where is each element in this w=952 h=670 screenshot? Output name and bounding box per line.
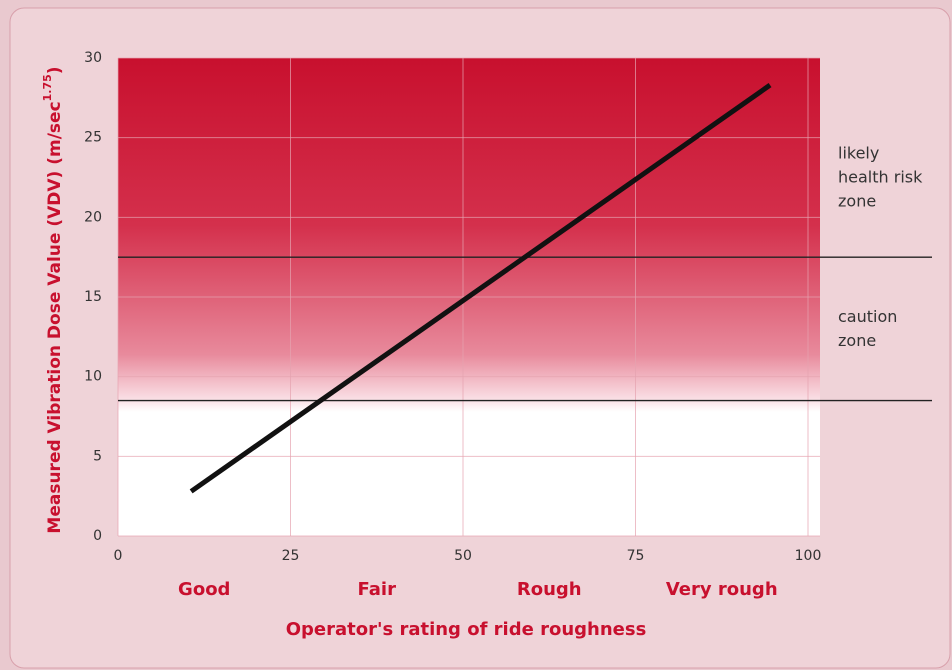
x-tick-label: 25	[282, 548, 300, 564]
zone-label: likely health risk zone	[838, 143, 923, 210]
y-axis-label: Measured Vibration Dose Value (VDV) (m/s…	[41, 66, 65, 533]
zone-label-line: zone	[838, 330, 876, 349]
x-axis-label: Operator's rating of ride roughness	[286, 619, 647, 640]
x-category-label: Very rough	[666, 579, 778, 600]
y-tick-label: 10	[84, 369, 102, 385]
x-tick-label: 100	[795, 548, 822, 564]
zone-label-line: health risk	[838, 167, 923, 186]
x-tick-label: 50	[454, 548, 472, 564]
y-tick-label: 30	[84, 50, 102, 66]
y-label-superscript: 1.75	[41, 74, 54, 101]
y-label-suffix: )	[45, 66, 65, 74]
y-label-main: Measured Vibration Dose Value (VDV) (m/s…	[45, 101, 65, 533]
y-tick-label: 25	[84, 130, 102, 146]
zone-label-line: zone	[838, 191, 876, 210]
zone-label: caution zone	[838, 306, 897, 349]
y-tick-label: 15	[84, 289, 102, 305]
x-category-label: Rough	[517, 579, 582, 600]
x-category-label: Good	[178, 579, 230, 600]
zone-label-line: likely	[838, 143, 879, 162]
y-tick-label: 20	[84, 209, 102, 225]
x-category-label: Fair	[358, 579, 397, 600]
x-tick-label: 75	[627, 548, 645, 564]
x-tick-label: 0	[114, 548, 123, 564]
y-tick-label: 0	[93, 528, 102, 544]
zone-label-line: caution	[838, 306, 897, 325]
data-line	[189, 83, 772, 494]
y-tick-label: 5	[93, 448, 102, 464]
